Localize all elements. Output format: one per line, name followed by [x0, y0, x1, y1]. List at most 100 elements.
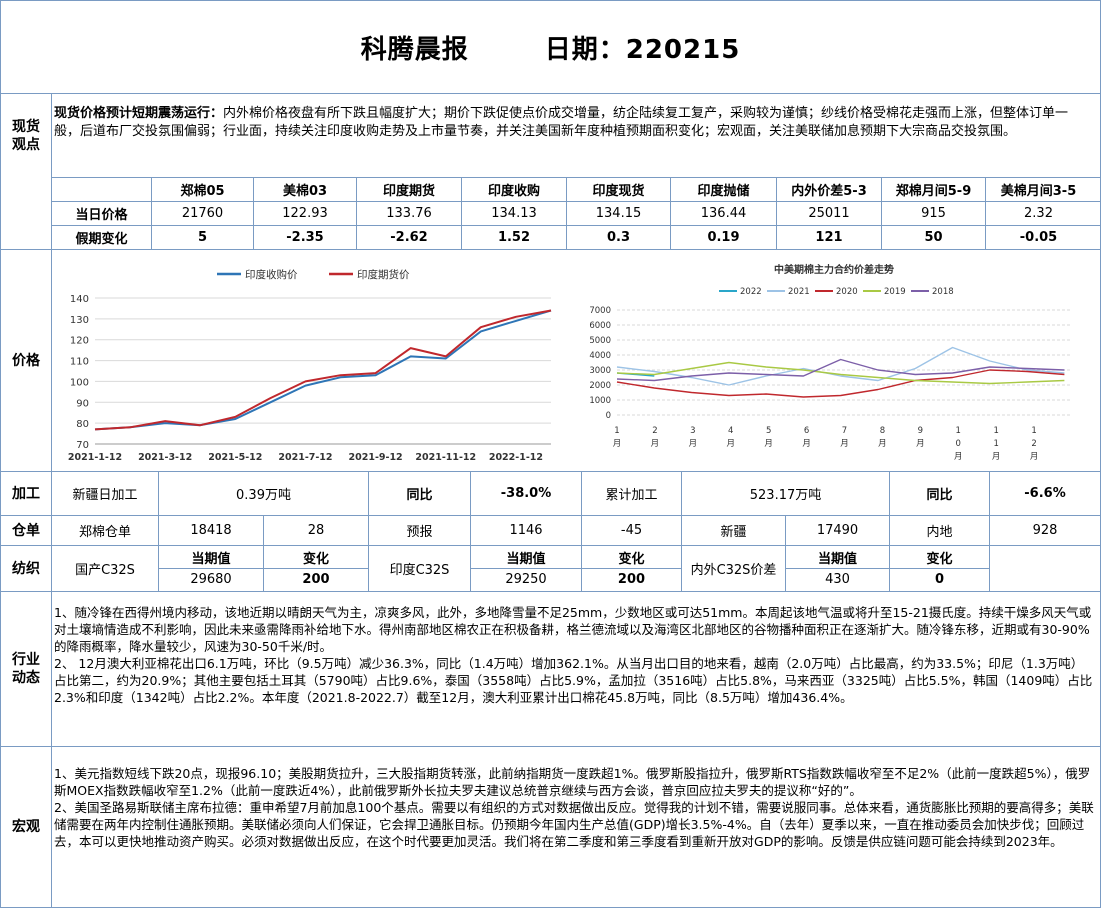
y-tick-label: 5000 — [589, 336, 611, 346]
legend-label: 2018 — [932, 287, 954, 297]
textile-section: 纺织 国产C32S 当期值 变化 29680 200 印度C32S 当期值 变化… — [1, 545, 1100, 591]
legend-label: 印度期货价 — [357, 268, 410, 281]
series-line — [616, 361, 1065, 385]
textile-value: 29250 — [471, 568, 582, 591]
warehouse-cell: 928 — [1032, 523, 1058, 538]
warehouse-label: 仓单 — [1, 516, 52, 545]
processing-label: 加工 — [1, 472, 52, 515]
price-cell-today: 134.13 — [462, 201, 567, 225]
price-column-header: 内外价差5-3 — [777, 177, 882, 201]
warehouse-section: 仓单 郑棉仓单 18418 28 预报 1146 -45 新疆 17490 内地… — [1, 515, 1100, 545]
processing-cell: -6.6% — [1024, 486, 1066, 501]
report-title: 科腾晨报 — [360, 34, 469, 65]
price-cell-change: -2.35 — [254, 225, 357, 249]
y-tick-label: 1000 — [589, 396, 611, 406]
price-cell-change: 0.19 — [671, 225, 777, 249]
chart-title: 中美期棉主力合约价差走势 — [774, 263, 894, 276]
price-column-header: 印度抛储 — [671, 177, 777, 201]
x-tick-label: 2021-9-12 — [349, 452, 403, 463]
y-tick-label: 100 — [70, 377, 89, 388]
textile-value: 29680 — [159, 568, 264, 591]
price-column-header: 郑棉05 — [152, 177, 254, 201]
price-column-header: 印度收购 — [462, 177, 567, 201]
textile-value: 0 — [890, 568, 990, 591]
price-label: 价格 — [1, 250, 52, 471]
y-tick-label: 6000 — [589, 321, 611, 331]
macro-text: 1、美元指数短线下跌20点，现报96.10；美股期货拉升，三大股指期货转涨，此前… — [54, 765, 1094, 850]
y-tick-label: 0 — [606, 411, 611, 421]
legend-label: 2022 — [740, 287, 762, 297]
legend-label: 2019 — [884, 287, 906, 297]
processing-cell: 新疆日加工 — [52, 472, 159, 515]
price-charts-section: 价格 70 80 90 100 110 120 130 140 2021-1-12 2021-3-… — [1, 249, 1100, 471]
warehouse-cell: 17490 — [786, 516, 890, 545]
processing-cell: 同比 — [369, 472, 471, 515]
x-tick-label: 2021-3-12 — [138, 452, 192, 463]
price-table-gutter — [1, 177, 51, 249]
legend-label: 2021 — [788, 287, 810, 297]
textile-header: 变化 — [582, 546, 682, 568]
price-column-header: 印度现货 — [567, 177, 671, 201]
macro-section: 宏观 1、美元指数短线下跌20点，现报96.10；美股期货拉升，三大股指期货转涨… — [1, 746, 1100, 907]
textile-value: 430 — [786, 568, 890, 591]
price-cell-today: 136.44 — [671, 201, 777, 225]
x-tick-label: 2021-7-12 — [278, 452, 332, 463]
spot-view-lead: 现货价格预计短期震荡运行： — [54, 106, 224, 121]
y-tick-label: 70 — [76, 440, 89, 451]
price-cell-change: 5 — [152, 225, 254, 249]
y-tick-label: 130 — [70, 315, 89, 326]
series-line — [616, 358, 1065, 382]
warehouse-cell: 18418 — [159, 516, 264, 545]
warehouse-cell: 1146 — [471, 516, 582, 545]
india-price-chart: 70 80 90 100 110 120 130 140 2021-1-12 2021-3-12 2… — [68, 268, 552, 463]
x-tick-label: 2021-5-12 — [208, 452, 262, 463]
textile-name: 印度C32S — [369, 546, 471, 591]
textile-header: 当期值 — [786, 546, 890, 568]
textile-header: 变化 — [264, 546, 369, 568]
macro-paragraph-1: 1、美元指数短线下跌20点，现报96.10；美股期货拉升，三大股指期货转涨，此前… — [54, 766, 1091, 798]
spot-view-label: 现货 观点 — [1, 94, 52, 177]
textile-value: 200 — [264, 568, 369, 591]
warehouse-cell: 新疆 — [682, 516, 786, 545]
price-cell-today: 915 — [882, 201, 986, 225]
price-row-label: 当日价格 — [52, 201, 152, 225]
legend-label: 2020 — [836, 287, 858, 297]
x-tick-label: 2021-1-12 — [68, 452, 122, 463]
price-cell-today: 122.93 — [254, 201, 357, 225]
textile-value: 200 — [582, 568, 682, 591]
processing-cell: -38.0% — [471, 472, 582, 515]
macro-label: 宏观 — [1, 747, 52, 907]
price-cell-change: 50 — [882, 225, 986, 249]
price-column-header: 郑棉月间5-9 — [882, 177, 986, 201]
textile-empty-cell — [990, 546, 1100, 591]
price-cell-today: 25011 — [777, 201, 882, 225]
price-cell-change: -2.62 — [357, 225, 462, 249]
industry-label: 行业 动态 — [1, 592, 52, 746]
warehouse-cell: 28 — [264, 516, 369, 545]
price-column-header: 印度期货 — [357, 177, 462, 201]
price-cell-today: 134.15 — [567, 201, 671, 225]
textile-label: 纺织 — [1, 546, 52, 591]
industry-paragraph-1: 1、随冷锋在西得州境内移动，该地近期以晴朗天气为主，凉爽多风，此外，多地降雪量不… — [54, 605, 1092, 654]
processing-cell: 同比 — [890, 472, 990, 515]
warehouse-cell: -45 — [582, 516, 682, 545]
y-tick-label: 90 — [76, 398, 89, 409]
report-header: 科腾晨报 日期：220215 — [1, 1, 1100, 93]
y-tick-label: 110 — [70, 357, 89, 368]
y-tick-label: 120 — [70, 336, 89, 347]
warehouse-cell: 内地 — [890, 516, 990, 545]
industry-paragraph-2: 2、 12月澳大利亚棉花出口6.1万吨，环比（9.5万吨）减少36.3%，同比（… — [54, 656, 1093, 705]
x-tick-label: 2021-11-12 — [415, 452, 476, 463]
textile-name: 国产C32S — [52, 546, 159, 591]
textile-header: 变化 — [890, 546, 990, 568]
y-tick-label: 140 — [70, 294, 89, 305]
